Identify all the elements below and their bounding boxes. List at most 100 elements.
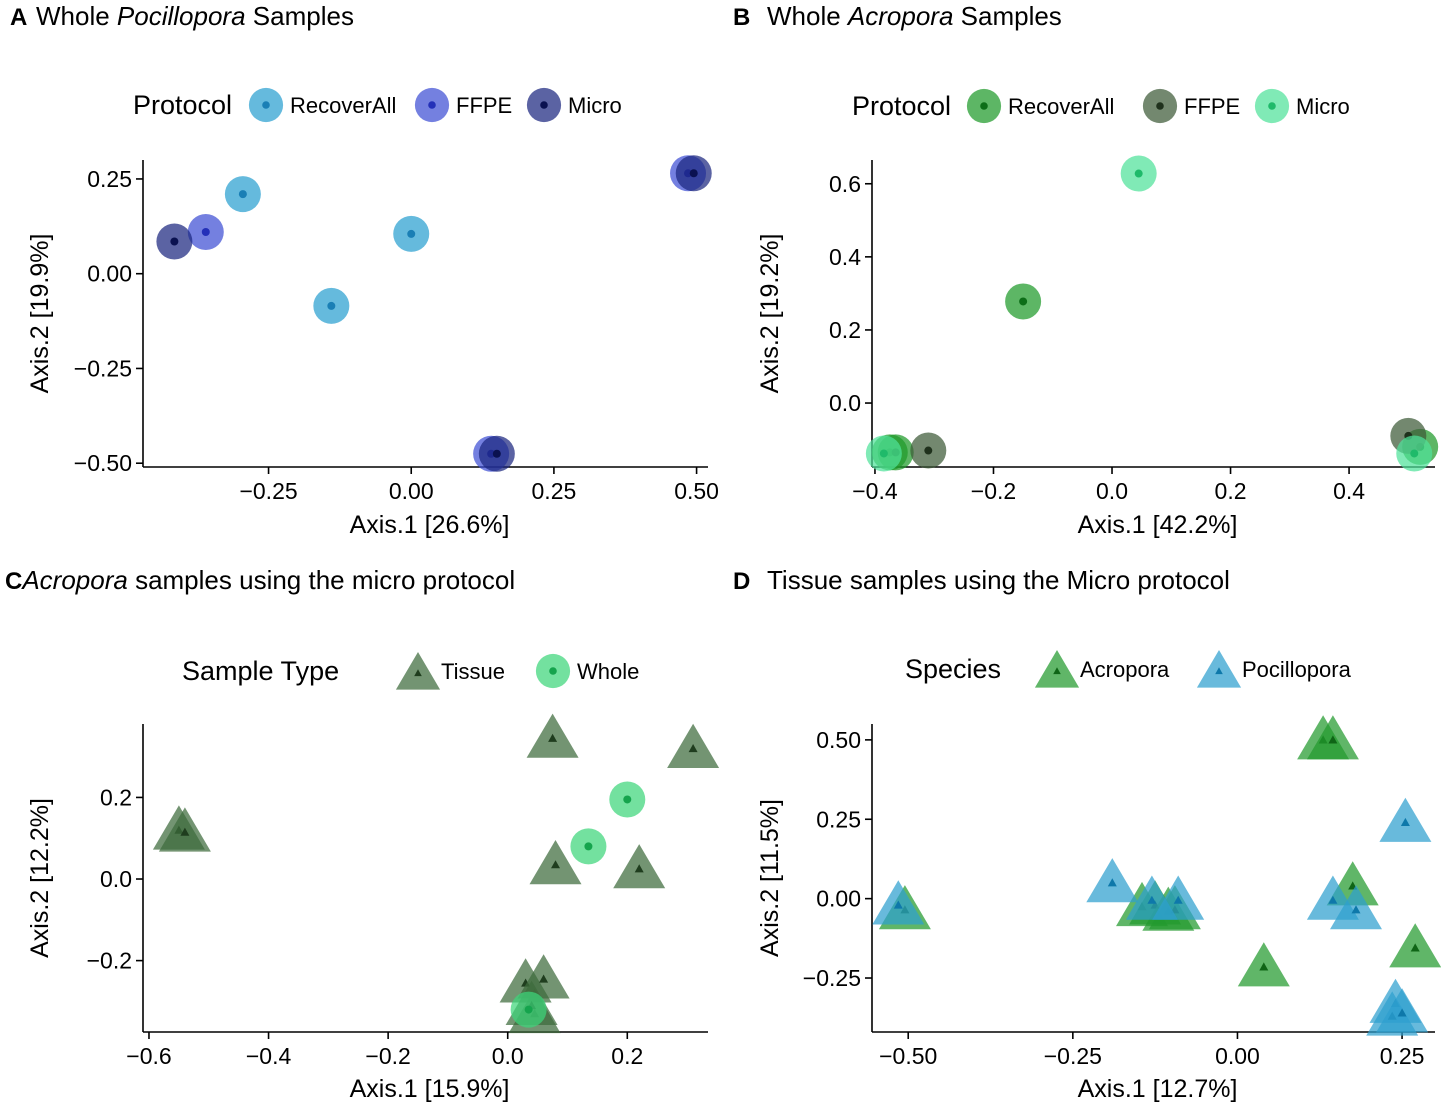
legend: Protocol RecoverAll FFPE Micro (852, 88, 1350, 124)
panel-label: C (5, 568, 22, 595)
legend-key-micro (1254, 88, 1290, 124)
panel-d: D Tissue samples using the Micro protocol… (733, 565, 1441, 1103)
y-tick-label: 0.0 (100, 866, 132, 892)
x-axis-label: Axis.1 [12.7%] (1078, 1075, 1238, 1103)
data-point-micro (156, 223, 193, 260)
x-tick-label: −0.25 (1044, 1043, 1102, 1069)
data-points (156, 155, 712, 472)
panel-title-suffix: Samples (953, 1, 1061, 31)
data-point-pocillopora (1330, 885, 1382, 930)
data-point-pocillopora (1086, 858, 1139, 903)
legend-label: Micro (1296, 94, 1350, 119)
legend-key-tissue (395, 652, 441, 690)
legend-label: FFPE (456, 93, 512, 118)
data-point-recoverall (393, 215, 430, 252)
legend-key-recoverall (966, 88, 1002, 124)
legend-item-recoverall: RecoverAll (966, 88, 1114, 124)
panel-title-italic: Pocillopora (117, 1, 246, 31)
y-tick-label: 0.25 (816, 806, 861, 832)
x-tick-label: −0.50 (879, 1043, 937, 1069)
legend-key-acropora (1034, 650, 1080, 688)
data-point-micro-center (1134, 169, 1143, 178)
legend-key-recoverall-center (262, 101, 270, 109)
panel-title: B Whole Acropora Samples (733, 1, 1062, 31)
legend-item-whole: Whole (535, 653, 639, 689)
data-point-ffpe (187, 214, 224, 251)
y-tick-label: 0.00 (816, 886, 861, 912)
y-tick-label: 0.25 (87, 166, 132, 192)
data-point-pocillopora (872, 880, 925, 925)
panel-title-prefix: Whole (36, 1, 117, 31)
data-point-whole (570, 828, 607, 865)
data-points (872, 715, 1441, 1036)
data-points (865, 155, 1439, 472)
y-axis-label: Axis.2 [19.2%] (756, 234, 784, 394)
legend-item-tissue: Tissue (395, 652, 505, 690)
panel-title: A Whole Pocillopora Samples (10, 1, 354, 31)
legend-label: Acropora (1080, 657, 1170, 682)
panel-b: B Whole Acropora Samples Protocol RecoverAl… (733, 1, 1439, 539)
panel-title: CAcropora samples using the micro protoc… (5, 565, 515, 595)
data-point-tissue-center (548, 733, 558, 742)
y-tick-label: 0.2 (100, 784, 132, 810)
legend-key-recoverall-center (980, 102, 988, 110)
y-tick-label: −0.2 (87, 948, 132, 974)
data-point-acropora (1306, 715, 1359, 760)
x-tick-label: 0.4 (1333, 478, 1365, 504)
data-point-tissue (158, 807, 211, 852)
legend-key-recoverall (248, 87, 284, 123)
data-point-micro (675, 155, 712, 192)
legend-key-acropora-center (1053, 667, 1061, 675)
panel-label: D (733, 568, 750, 595)
legend-title: Protocol (133, 90, 232, 120)
legend: Sample Type Tissue Whole (182, 652, 639, 690)
x-tick-label: −0.25 (239, 478, 297, 504)
y-tick-label: −0.25 (803, 965, 861, 991)
x-tick-label: −0.6 (126, 1043, 171, 1069)
data-point-ffpe-center (201, 228, 210, 237)
data-points (152, 713, 720, 1034)
data-point-micro-center (492, 449, 501, 458)
x-tick-label: 0.50 (674, 478, 719, 504)
data-point-whole-center (584, 842, 593, 851)
panel-label: B (733, 4, 750, 31)
y-tick-label: 0.0 (829, 390, 861, 416)
panel-title-italic: Acropora (846, 1, 954, 31)
legend-item-ffpe: FFPE (414, 87, 512, 123)
data-point-tissue-center (539, 974, 549, 983)
panel-title-suffix: samples using the micro protocol (128, 565, 515, 595)
panel-title-prefix: Tissue samples using the Micro protocol (767, 565, 1230, 595)
data-point-tissue (526, 713, 579, 758)
legend-title: Protocol (852, 91, 951, 121)
data-point-ffpe (910, 432, 947, 469)
legend-item-micro: Micro (526, 87, 622, 123)
legend-label: FFPE (1184, 94, 1240, 119)
legend-key-micro (526, 87, 562, 123)
x-axis-label: Axis.1 [15.9%] (350, 1075, 510, 1103)
legend-item-recoverall: RecoverAll (248, 87, 396, 123)
y-tick-label: −0.25 (74, 355, 132, 381)
legend: Species Acropora Pocillopora (905, 650, 1352, 688)
data-point-pocillopora-center (1328, 895, 1338, 904)
data-point-pocillopora-center (1173, 895, 1183, 904)
legend-item-pocillopora: Pocillopora (1196, 650, 1352, 688)
x-tick-label: 0.25 (1380, 1043, 1425, 1069)
legend-key-ffpe-center (428, 101, 436, 109)
legend-label: Whole (577, 659, 639, 684)
data-point-recoverall (313, 287, 350, 324)
legend-key-micro-center (540, 101, 548, 109)
data-point-pocillopora-center (1351, 905, 1361, 914)
data-point-pocillopora-center (893, 900, 903, 909)
panel-a: A Whole Pocillopora Samples Protocol Recove… (10, 1, 719, 539)
x-tick-label: −0.4 (852, 478, 898, 504)
legend-item-ffpe: FFPE (1142, 88, 1240, 124)
legend-key-ffpe (1142, 88, 1178, 124)
data-point-recoverall-center (327, 301, 336, 310)
data-point-tissue (613, 844, 666, 889)
x-axis-label: Axis.1 [42.2%] (1078, 511, 1238, 539)
data-point-recoverall (1005, 283, 1042, 320)
data-point-whole (510, 991, 547, 1028)
data-point-acropora-center (1259, 962, 1269, 971)
x-tick-label: −0.2 (971, 478, 1016, 504)
